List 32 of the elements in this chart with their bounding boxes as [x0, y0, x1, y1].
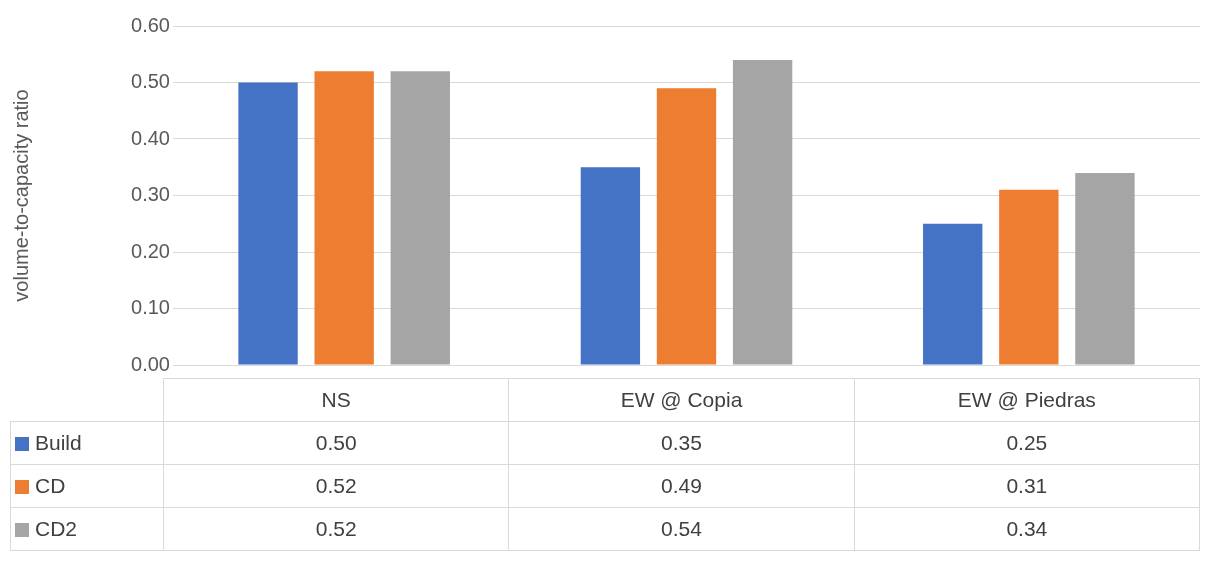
x-tick-label: NS: [163, 378, 509, 422]
bar: [999, 189, 1059, 365]
legend-label: CD: [35, 474, 66, 497]
bar: [238, 82, 298, 365]
data-label: 0.49: [508, 464, 855, 508]
data-label: 0.54: [508, 507, 855, 551]
y-tick-label: 0.60: [131, 13, 170, 36]
bar: [390, 71, 450, 365]
data-label: 0.50: [163, 421, 509, 465]
bar: [580, 167, 641, 365]
bar: [923, 223, 983, 365]
legend-label: Build: [35, 431, 82, 454]
data-label: 0.35: [508, 421, 855, 465]
data-label: 0.52: [163, 464, 509, 508]
data-label: 0.31: [854, 464, 1200, 508]
data-label: 0.34: [854, 507, 1200, 551]
x-tick-label: EW @ Copia: [508, 378, 855, 422]
data-label: 0.52: [163, 507, 509, 551]
bar: [1075, 172, 1135, 365]
legend-label: CD2: [35, 517, 78, 540]
y-tick-label: 0.10: [131, 296, 170, 319]
y-axis-title: volume-to-capacity ratio: [9, 89, 32, 302]
bar: [314, 71, 374, 365]
y-tick-label: 0.20: [131, 239, 170, 262]
data-label: 0.25: [854, 421, 1200, 465]
bar: [732, 59, 793, 365]
y-tick-label: 0.40: [131, 126, 170, 149]
x-tick-label: EW @ Piedras: [854, 378, 1200, 422]
y-tick-label: 0.30: [131, 183, 170, 206]
bar: [656, 88, 717, 365]
y-tick-label: 0.50: [131, 70, 170, 93]
y-tick-label: 0.00: [131, 352, 170, 375]
